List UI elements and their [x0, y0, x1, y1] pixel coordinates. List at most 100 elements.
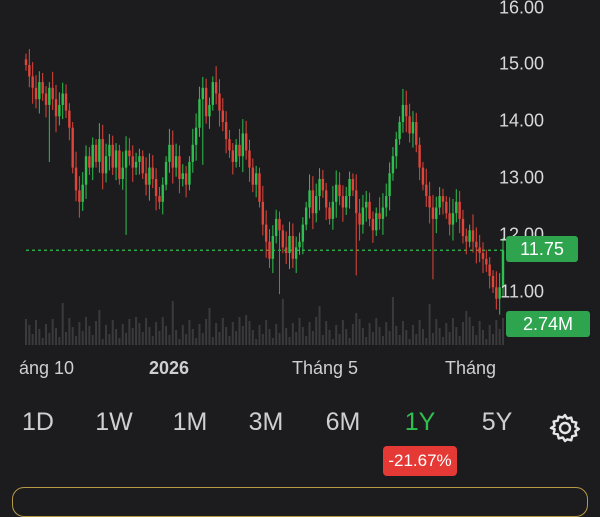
- price-chart[interactable]: [0, 0, 600, 350]
- candle-body: [465, 236, 468, 242]
- volume-bar: [195, 338, 198, 345]
- candle-body: [345, 196, 348, 208]
- volume-bar: [502, 318, 504, 345]
- candle-body: [351, 179, 355, 191]
- volume-bar: [168, 335, 171, 345]
- volume-bar: [345, 329, 348, 345]
- volume-bar: [338, 334, 341, 345]
- volume-bar: [171, 301, 174, 345]
- candle-body: [171, 144, 174, 168]
- range-3m-button[interactable]: 3M: [248, 408, 284, 436]
- y-tick-label: 16.00: [498, 0, 544, 18]
- volume-bar: [378, 327, 381, 345]
- volume-bar: [135, 317, 138, 345]
- candle-body: [241, 133, 245, 157]
- candle-body: [451, 213, 455, 225]
- candle-body: [61, 93, 64, 105]
- volume-bar: [468, 317, 471, 345]
- candle-body: [445, 201, 448, 214]
- candle-body: [101, 139, 104, 174]
- volume-bar: [348, 338, 351, 345]
- candle-body: [398, 122, 401, 140]
- candle-body: [335, 184, 338, 202]
- volume-bar: [355, 313, 358, 345]
- candle-body: [251, 167, 255, 185]
- range-6m-button[interactable]: 6M: [325, 408, 361, 436]
- volume-bar: [435, 319, 438, 345]
- candle-body: [408, 116, 411, 134]
- candle-body: [468, 230, 471, 242]
- candle-body: [141, 156, 144, 174]
- volume-bar: [318, 306, 321, 345]
- candle-body: [321, 179, 325, 191]
- gear-icon[interactable]: [549, 412, 581, 444]
- candle-body: [148, 167, 151, 185]
- range-1w-button[interactable]: 1W: [95, 408, 133, 436]
- volume-bar: [411, 325, 414, 345]
- candle-body: [375, 213, 378, 231]
- candle-body: [64, 93, 68, 111]
- volume-bar: [38, 329, 41, 345]
- volume-bar: [461, 322, 464, 345]
- candle-body: [84, 156, 88, 185]
- volume-bar: [351, 324, 354, 345]
- volume-bar: [231, 322, 234, 345]
- candle-body: [218, 93, 221, 111]
- volume-bar: [105, 325, 108, 345]
- candle-body: [254, 173, 258, 185]
- candle-body: [395, 139, 398, 157]
- candle-body: [204, 87, 208, 117]
- bottom-card[interactable]: [12, 487, 588, 517]
- range-1d-button[interactable]: 1D: [22, 408, 54, 436]
- x-tick-label: Tháng 5: [292, 358, 359, 378]
- candle-body: [68, 110, 71, 128]
- range-1y-button[interactable]: 1Y: [404, 408, 436, 436]
- candle-body: [174, 156, 178, 168]
- volume-bar: [188, 320, 191, 345]
- candle-body: [111, 144, 114, 168]
- volume-bar: [235, 331, 238, 345]
- volume-bar: [488, 325, 491, 345]
- volume-bar: [485, 339, 488, 345]
- volume-bar: [391, 297, 394, 345]
- volume-bar: [271, 338, 274, 345]
- volume-bar: [221, 318, 224, 345]
- volume-bar: [388, 331, 391, 345]
- candle-body: [184, 173, 188, 185]
- volume-bar: [481, 330, 484, 345]
- volume-bar: [35, 320, 38, 345]
- volume-bar: [455, 327, 458, 345]
- volume-bar: [361, 328, 364, 345]
- candle-body: [178, 156, 181, 179]
- volume-bar: [58, 337, 61, 345]
- candle-body: [244, 133, 248, 151]
- change-percent-badge: -21.67%: [383, 446, 457, 476]
- candlestick-chart[interactable]: [0, 0, 600, 350]
- candle-body: [234, 144, 238, 162]
- volume-bar: [365, 337, 368, 345]
- y-tick-label: 15.00: [498, 53, 544, 74]
- current-price-badge: 11.75: [506, 236, 578, 262]
- candle-body: [501, 250, 505, 288]
- candle-body: [435, 207, 438, 219]
- candle-body: [315, 196, 318, 214]
- range-1m-button[interactable]: 1M: [172, 408, 208, 436]
- candle-body: [51, 87, 54, 100]
- candle-body: [298, 241, 301, 248]
- candle-body: [151, 167, 154, 179]
- candle-body: [134, 161, 138, 168]
- candle-body: [385, 196, 388, 208]
- volume-bar: [101, 339, 104, 345]
- range-5y-button[interactable]: 5Y: [481, 408, 513, 436]
- volume-bar: [148, 327, 151, 345]
- candle-body: [475, 241, 478, 248]
- candle-body: [498, 287, 501, 299]
- candle-body: [438, 196, 441, 208]
- candle-body: [131, 156, 134, 168]
- volume-bar: [238, 317, 241, 345]
- volume-bar: [91, 335, 94, 345]
- candle-body: [461, 218, 465, 236]
- volume-bar: [108, 334, 111, 345]
- volume-bar: [121, 324, 124, 345]
- candle-body: [471, 230, 475, 242]
